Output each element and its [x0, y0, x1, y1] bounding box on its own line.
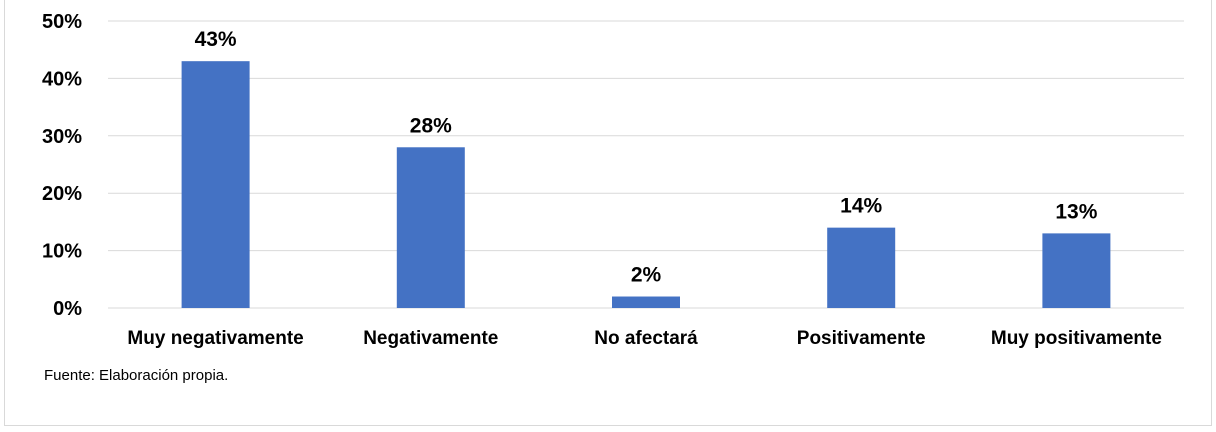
data-label: 43%: [195, 28, 237, 51]
y-tick-label: 0%: [53, 298, 82, 320]
category-label: Negativamente: [363, 328, 498, 349]
category-label: Positivamente: [797, 328, 926, 349]
bar: [396, 147, 465, 308]
y-tick-label: 10%: [42, 241, 82, 263]
source-note: Fuente: Elaboración propia.: [44, 367, 229, 384]
y-tick-label: 20%: [42, 183, 82, 205]
data-label: 28%: [410, 114, 452, 137]
data-label: 14%: [840, 195, 882, 218]
bar: [1042, 233, 1111, 308]
y-tick-label: 30%: [42, 126, 82, 148]
chart-frame: [4, 0, 1212, 426]
y-tick-label: 50%: [42, 11, 82, 33]
bar: [612, 296, 680, 308]
category-label: No afectará: [594, 328, 698, 349]
category-label: Muy negativamente: [127, 328, 303, 349]
data-label: 2%: [631, 264, 662, 287]
category-label: Muy positivamente: [991, 328, 1162, 349]
y-tick-label: 40%: [42, 68, 82, 90]
bar: [181, 61, 250, 309]
data-label: 13%: [1055, 200, 1097, 223]
bar: [827, 227, 896, 308]
